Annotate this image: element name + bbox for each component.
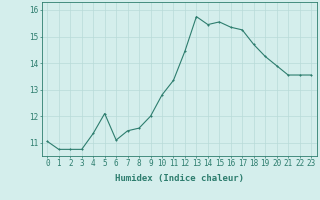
X-axis label: Humidex (Indice chaleur): Humidex (Indice chaleur) (115, 174, 244, 183)
